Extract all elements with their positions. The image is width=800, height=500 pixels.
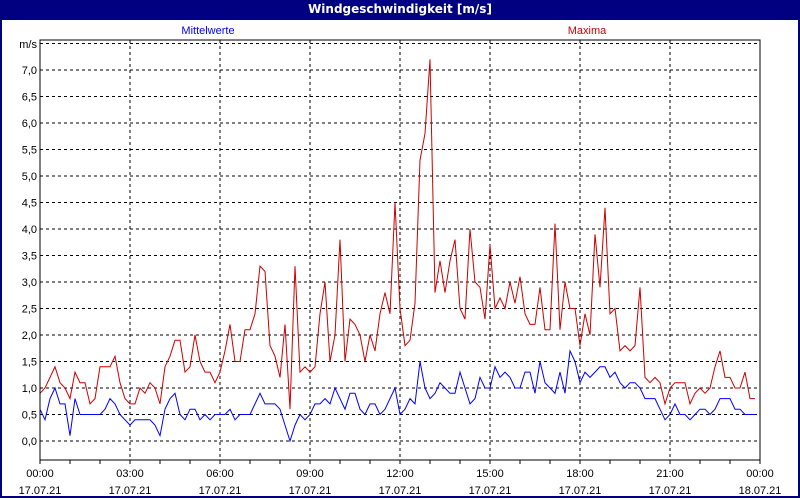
y-tick-label: 6,0 (22, 118, 37, 130)
x-tick-date: 18.07.21 (739, 485, 782, 497)
x-tick-date: 17.07.21 (289, 485, 332, 497)
x-tick-time: 18:00 (566, 468, 594, 480)
x-tick-time: 09:00 (296, 468, 324, 480)
x-tick-time: 15:00 (476, 468, 504, 480)
x-tick-date: 17.07.21 (469, 485, 512, 497)
x-tick-date: 17.07.21 (109, 485, 152, 497)
x-tick-date: 17.07.21 (559, 485, 602, 497)
series-line-maxima (39, 59, 755, 410)
y-tick-label: 5,0 (22, 171, 37, 183)
y-tick-label: 4,0 (22, 224, 37, 236)
y-tick-label: 0,0 (22, 436, 37, 448)
y-tick-label: 7,0 (22, 65, 37, 77)
axes: 0,0 0,5 1,0 1,5 2,0 2,5 3,0 3,5 4,0 4,5 5,0 5,5 6,0 6… (19, 65, 782, 497)
y-tick-label: 0,5 (22, 410, 37, 422)
series-line-mittelwerte (39, 349, 755, 443)
x-tick-time: 00:00 (26, 468, 54, 480)
x-tick-time: 12:00 (386, 468, 414, 480)
y-tick-label: 2,0 (22, 330, 37, 342)
y-tick-label: 3,5 (22, 251, 37, 263)
window-title: Windgeschwindigkeit [m/s] (2, 0, 798, 20)
x-tick-time: 03:00 (116, 468, 144, 480)
series-lines (39, 59, 755, 443)
y-tick-label: 4,5 (22, 198, 37, 210)
x-tick-date: 17.07.21 (379, 485, 422, 497)
y-axis-unit: m/s (19, 39, 37, 51)
y-tick-label: 2,5 (22, 304, 37, 316)
legend-maxima: Maxima (568, 25, 607, 37)
x-tick-time: 21:00 (656, 468, 684, 480)
y-tick-label: 1,0 (22, 383, 37, 395)
x-tick-time: 06:00 (206, 468, 234, 480)
x-tick-date: 17.07.21 (199, 485, 242, 497)
x-tick-time: 00:00 (746, 468, 774, 480)
y-tick-label: 1,5 (22, 357, 37, 369)
y-tick-label: 3,0 (22, 277, 37, 289)
x-tick-date: 17.07.21 (19, 485, 62, 497)
grid (40, 40, 760, 460)
y-tick-label: 5,5 (22, 145, 37, 157)
y-tick-label: 6,5 (22, 92, 37, 104)
legend-mittelwerte: Mittelwerte (181, 25, 234, 37)
x-tick-date: 17.07.21 (649, 485, 692, 497)
